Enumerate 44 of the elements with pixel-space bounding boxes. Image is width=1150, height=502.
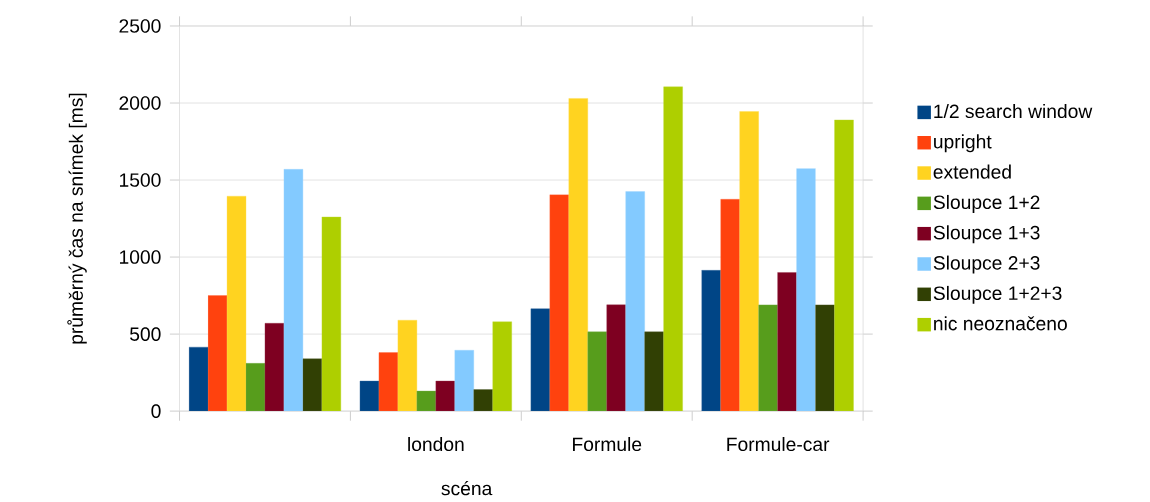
y-tick-label: 500 [130, 327, 161, 342]
bar [796, 168, 816, 412]
y-tick-label: 2500 [119, 19, 161, 33]
bar [416, 391, 437, 412]
legend-label: extended [933, 164, 1011, 179]
bar [302, 358, 323, 412]
bar [454, 350, 474, 412]
legend-label: 1/2 search window [934, 104, 1093, 119]
y-tick-label: 0 [151, 404, 161, 419]
x-tick-label: Formule-car [727, 437, 830, 452]
legend-label: Sloupce 2+3 [933, 255, 1040, 274]
bar [245, 363, 266, 412]
legend-label: Sloupce 1+3 [933, 225, 1040, 244]
x-axis-title: scéna [441, 481, 493, 496]
bar [378, 352, 399, 412]
bar [644, 331, 664, 412]
x-tick-label: london [408, 437, 464, 452]
legend-label: nic neoznačeno [934, 316, 1067, 331]
y-axis-title: průměrný čas na snímek [ms] [67, 93, 87, 344]
bar [739, 111, 759, 412]
bar [834, 119, 854, 412]
y-tick-label: 2000 [119, 96, 161, 110]
bar [226, 196, 247, 412]
legend-label: Sloupce 1+2 [933, 195, 1040, 214]
bar [606, 304, 626, 412]
bar [568, 98, 588, 412]
bar [663, 86, 683, 412]
bar [207, 295, 228, 412]
legend-label: Sloupce 1+2+3 [933, 286, 1062, 304]
bar [720, 199, 740, 412]
bar [473, 389, 493, 412]
bar [397, 320, 418, 412]
bar [815, 304, 835, 412]
bar [701, 270, 721, 412]
y-tick-label: 1500 [119, 173, 161, 187]
bar [587, 331, 607, 412]
legend-label: upright [934, 134, 992, 153]
bar [758, 304, 778, 412]
bar [625, 191, 645, 412]
y-tick-label: 1000 [119, 250, 161, 265]
x-tick-label: Formule [573, 437, 642, 452]
bar [777, 272, 797, 412]
bar [549, 194, 570, 412]
bar [492, 321, 512, 412]
